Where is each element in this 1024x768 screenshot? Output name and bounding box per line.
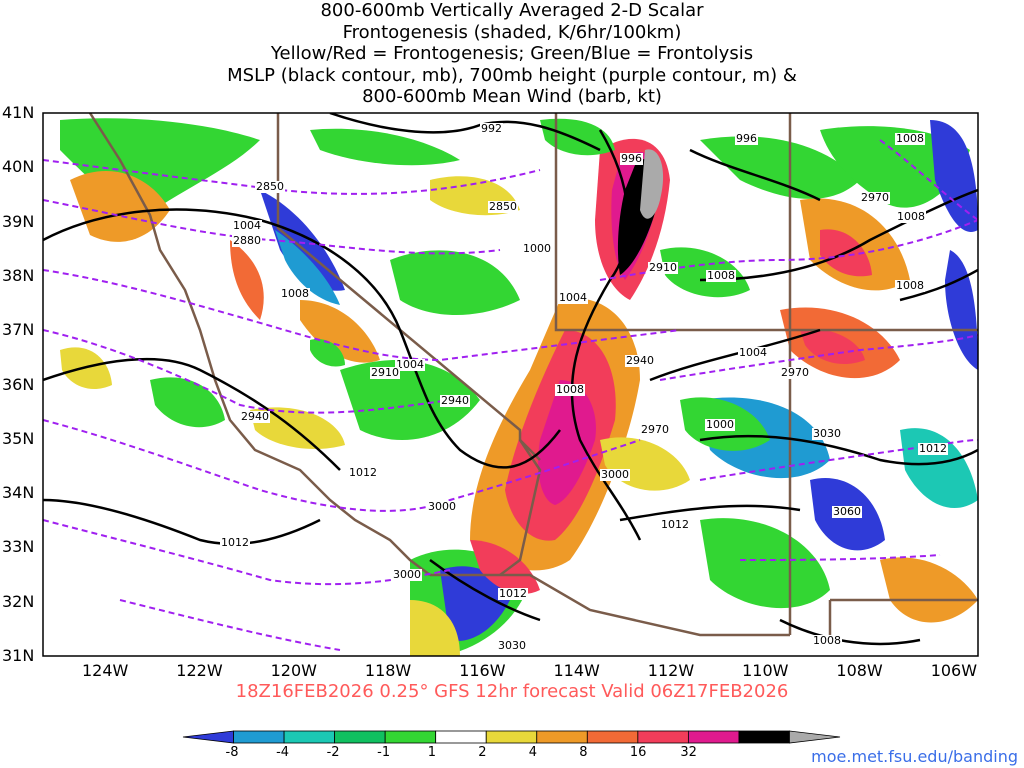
height-contour-label: 3000 — [392, 568, 422, 581]
height-contour-label: 2970 — [640, 423, 670, 436]
colorbar-segment — [536, 730, 588, 744]
colorbar-segment — [586, 730, 639, 744]
colorbar-label: 32 — [680, 745, 697, 760]
height-contour-label: 3030 — [812, 427, 842, 440]
lat-label: 32N — [2, 591, 35, 611]
colorbar-segment — [637, 730, 689, 744]
lon-label: 116W — [459, 661, 506, 680]
colorbar-label: 1 — [427, 745, 436, 760]
mslp-contour-label: 1012 — [348, 466, 378, 479]
title-line-3: Yellow/Red = Frontogenesis; Green/Blue =… — [270, 43, 754, 64]
lon-label: 118W — [364, 661, 412, 680]
frontogenesis-shading — [60, 118, 978, 656]
lon-label: 112W — [647, 661, 695, 680]
lon-label: 124W — [82, 661, 129, 680]
mslp-contours — [43, 113, 978, 646]
forecast-valid-subtitle: 18Z16FEB2026 0.25° GFS 12hr forecast Val… — [235, 681, 789, 702]
lon-label: 114W — [553, 661, 600, 680]
colorbar-label: -8 — [225, 745, 239, 760]
lon-label: 108W — [836, 661, 883, 680]
mslp-contour-label: 1008 — [706, 269, 736, 282]
height-contour-label: 2850 — [488, 200, 518, 213]
lon-label: 120W — [270, 661, 317, 680]
height-contour-label: 2940 — [625, 354, 655, 367]
colorbar-label: -4 — [276, 745, 290, 760]
lon-label: 106W — [930, 661, 978, 680]
title-line-1: 800-600mb Vertically Averaged 2-D Scalar — [320, 0, 704, 21]
colorbar-label: -2 — [326, 745, 340, 760]
lat-label: 38N — [2, 265, 35, 285]
height-contour-label: 2880 — [232, 234, 262, 247]
colorbar-segment — [435, 730, 487, 744]
colorbar-label: 16 — [629, 745, 647, 760]
mslp-contour-label: 1012 — [660, 518, 690, 531]
lon-label: 122W — [176, 661, 223, 680]
mslp-contour-label: 1012 — [220, 536, 250, 549]
colorbar-segment — [334, 730, 386, 744]
mslp-contour-label: 1008 — [280, 287, 310, 300]
lat-label: 33N — [2, 537, 35, 557]
colorbar-segment — [283, 730, 336, 744]
height-contour-label: 3030 — [497, 639, 527, 652]
lat-label: 40N — [2, 157, 35, 177]
height-contour-label: 2940 — [240, 410, 270, 423]
lat-label: 41N — [2, 103, 35, 122]
colorbar-segment — [233, 730, 285, 744]
map-title: 800-600mb Vertically Averaged 2-D Scalar… — [0, 0, 1024, 108]
mslp-contour-label: 1008 — [896, 210, 926, 223]
colorbar-segment — [485, 730, 538, 744]
height-contour-label: 3000 — [600, 468, 630, 481]
height-contour-label: 3060 — [832, 505, 862, 518]
mslp-contour-label: 1004 — [738, 346, 768, 359]
lat-label: 35N — [2, 428, 35, 448]
mslp-contour-label: 1008 — [895, 279, 925, 292]
lat-label: 31N — [2, 646, 35, 665]
height-contour-label: 2970 — [780, 366, 810, 379]
colorbar-segment — [789, 730, 841, 744]
mslp-contour-label: 1008 — [895, 132, 925, 145]
lat-label: 39N — [2, 211, 35, 231]
lat-label: 34N — [2, 483, 35, 503]
height-contour-label: 3000 — [427, 500, 457, 513]
mslp-contour-label: 996 — [620, 152, 643, 165]
plot-frame — [42, 112, 979, 657]
colorbar-segment — [687, 730, 740, 744]
map-plot-area — [43, 113, 978, 656]
height-contour-label: 2850 — [255, 180, 285, 193]
title-line-2: Frontogenesis (shaded, K/6hr/100km) — [342, 21, 682, 43]
mslp-contour-label: 1004 — [558, 291, 588, 304]
height-contour-label: 2910 — [648, 261, 678, 274]
mslp-contour-label: 996 — [735, 132, 758, 145]
colorbar-label: 4 — [528, 745, 538, 760]
mslp-contour-label: 1012 — [918, 442, 948, 455]
mslp-contour-label: 1008 — [555, 383, 585, 396]
lat-label: 37N — [2, 320, 35, 340]
height-contour-label: 2940 — [440, 394, 470, 407]
colorbar-segment — [384, 730, 437, 744]
colorbar — [182, 730, 841, 744]
mslp-contour-label: 1004 — [232, 219, 262, 232]
source-url: moe.met.fsu.edu/banding — [811, 747, 1018, 766]
mslp-contour-label: 1012 — [498, 587, 528, 600]
lon-label: 110W — [742, 661, 789, 680]
colorbar-label: 8 — [579, 745, 588, 760]
colorbar-segment — [738, 730, 790, 744]
mslp-contour-label: 1008 — [812, 634, 842, 647]
mslp-contour-label: 1004 — [395, 358, 425, 371]
colorbar-label: -1 — [377, 745, 391, 760]
colorbar-segment — [182, 730, 234, 744]
height-contour-label: 2970 — [860, 191, 890, 204]
title-line-5: 800-600mb Mean Wind (barb, kt) — [362, 86, 662, 107]
height-contour-label: 2910 — [370, 366, 400, 379]
mslp-contour-label: 1000 — [522, 242, 552, 255]
title-line-4: MSLP (black contour, mb), 700mb height (… — [227, 64, 797, 86]
lat-label: 36N — [2, 374, 35, 394]
height-contours — [43, 139, 978, 651]
mslp-contour-label: 992 — [480, 122, 503, 135]
colorbar-label: 2 — [478, 745, 487, 760]
mslp-contour-label: 1000 — [705, 418, 735, 431]
